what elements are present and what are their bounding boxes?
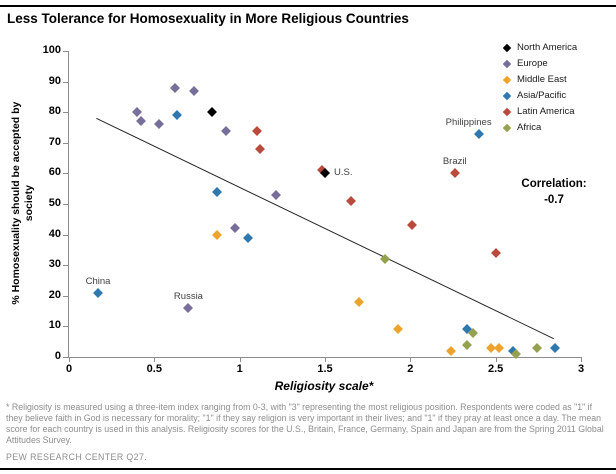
correlation-label: Correlation: [521, 178, 587, 190]
x-tick-label: 1.5 [317, 363, 333, 375]
y-axis-tick [63, 112, 68, 114]
y-axis-tick [63, 295, 68, 297]
legend: North America Europe Middle East Asia/Pacif… [502, 41, 578, 137]
footnote: * Religiosity is measured using a three-… [6, 402, 604, 445]
y-tick-label: 20 [48, 288, 61, 301]
plot-area: 100 90 80 70 60 50 40 30 20 10 0 0 0.5 1 1.5 2 2.5 3 U.S. R… [43, 44, 584, 375]
source-line: PEW RESEARCH CENTER Q27. [6, 452, 148, 462]
y-axis-tick [63, 265, 68, 267]
x-axis-tick [154, 357, 156, 362]
legend-item-latin-america: Latin America [502, 105, 577, 118]
x-tick-label: 2.5 [488, 363, 504, 375]
correlation-note: Correlation: -0.7 [497, 177, 611, 208]
x-axis-title: Religiosity scale* [274, 379, 374, 393]
x-tick-label: 0.5 [146, 363, 162, 375]
country-label-u-s-: U.S. [334, 167, 353, 179]
legend-label: Latin America [517, 106, 575, 117]
country-label-philippines: Philippines [445, 116, 492, 128]
x-tick-label: 1 [236, 363, 243, 375]
legend-diamond-icon [502, 107, 512, 116]
x-axis-tick [581, 357, 582, 362]
y-tick-label: 40 [48, 227, 61, 240]
legend-diamond-icon [502, 123, 512, 132]
country-label-china: China [85, 275, 111, 287]
y-axis-tick [63, 51, 68, 52]
trend-line [96, 117, 554, 340]
y-axis-tick [63, 234, 68, 236]
y-axis-title-line1: % Homosexuality should be accepted by [9, 101, 22, 305]
legend-diamond-icon [502, 59, 512, 68]
legend-diamond-icon [502, 75, 512, 84]
y-tick-label: 30 [48, 258, 61, 271]
legend-diamond-icon [502, 43, 512, 52]
x-axis-tick [495, 357, 497, 362]
legend-label: Middle East [517, 74, 567, 85]
y-axis-tick [63, 357, 68, 358]
legend-label: Africa [517, 122, 542, 133]
legend-item-africa: Africa [502, 121, 577, 134]
correlation-value: -0.7 [544, 193, 564, 206]
y-tick-label: 70 [48, 135, 61, 148]
legend-item-europe: Europe [502, 57, 577, 70]
y-tick-label: 0 [54, 350, 61, 362]
y-axis-tick [63, 173, 68, 175]
y-axis-tick [63, 326, 68, 328]
legend-label: Europe [517, 58, 548, 69]
country-label-russia: Russia [173, 291, 203, 303]
y-tick-label: 10 [48, 319, 61, 332]
x-axis-tick [410, 357, 412, 362]
chart-title: Less Tolerance for Homosexuality in More… [7, 11, 409, 26]
x-tick-label: 2 [407, 363, 414, 375]
y-tick-label: 90 [48, 74, 61, 87]
x-axis-tick [325, 357, 326, 362]
legend-item-asia-pacific: Asia/Pacific [502, 89, 577, 102]
x-axis-tick [239, 357, 241, 362]
legend-label: North America [517, 42, 578, 53]
legend-item-north-america: North America [502, 41, 578, 54]
y-tick-label: 50 [48, 197, 61, 209]
y-tick-label: 60 [48, 166, 61, 179]
y-axis-tick [63, 204, 68, 205]
x-tick-label: 3 [577, 363, 585, 375]
x-tick-label: 0 [65, 363, 73, 375]
country-label-brazil: Brazil [442, 156, 467, 168]
x-axis-tick [69, 357, 70, 362]
legend-item-middle-east: Middle East [502, 73, 577, 86]
y-tick-label: 100 [42, 44, 61, 56]
legend-diamond-icon [502, 91, 512, 100]
bottom-rule [0, 468, 616, 470]
y-axis-tick [63, 142, 68, 144]
top-rule [0, 5, 616, 7]
y-tick-label: 80 [48, 105, 61, 118]
y-axis-tick [63, 81, 68, 83]
legend-label: Asia/Pacific [517, 90, 567, 101]
